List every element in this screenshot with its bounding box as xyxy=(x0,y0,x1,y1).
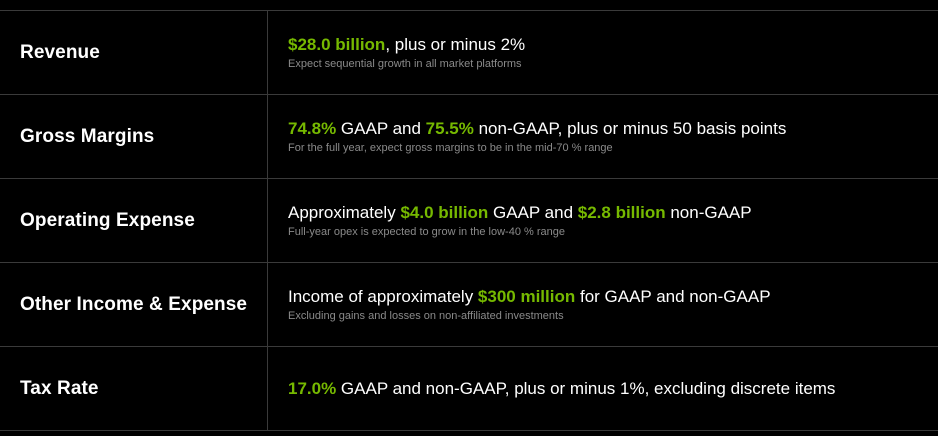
row-value: $28.0 billion, plus or minus 2% xyxy=(288,34,938,56)
table-row-other-income-expense: Other Income & Expense Income of approxi… xyxy=(0,263,938,347)
row-label: Revenue xyxy=(20,41,100,63)
row-label-cell: Revenue xyxy=(0,11,268,94)
value-text: GAAP and non-GAAP, plus or minus 1%, exc… xyxy=(336,378,836,398)
value-text: GAAP and xyxy=(488,203,578,222)
highlight-value: $2.8 billion xyxy=(577,203,666,222)
row-label-cell: Gross Margins xyxy=(0,95,268,178)
row-value: 74.8% GAAP and 75.5% non-GAAP, plus or m… xyxy=(288,118,938,140)
row-note: Full-year opex is expected to grow in th… xyxy=(288,226,565,238)
row-label-cell: Other Income & Expense xyxy=(0,263,268,346)
row-value-cell: Income of approximately $300 million for… xyxy=(268,263,938,346)
table-row-revenue: Revenue $28.0 billion, plus or minus 2% … xyxy=(0,11,938,95)
row-label: Other Income & Expense xyxy=(20,293,248,315)
outlook-table: Revenue $28.0 billion, plus or minus 2% … xyxy=(0,10,938,431)
value-text: , plus or minus 2% xyxy=(385,35,526,54)
row-value: Income of approximately $300 million for… xyxy=(288,286,938,308)
row-note: For the full year, expect gross margins … xyxy=(288,142,613,154)
value-text: Income of approximately xyxy=(288,287,478,306)
table-row-operating-expense: Operating Expense Approximately $4.0 bil… xyxy=(0,179,938,263)
highlight-value: 74.8% xyxy=(288,119,337,138)
value-text: for GAAP and non-GAAP xyxy=(575,287,771,306)
row-note: Expect sequential growth in all market p… xyxy=(288,58,522,70)
table-row-gross-margins: Gross Margins 74.8% GAAP and 75.5% non-G… xyxy=(0,95,938,179)
row-value-cell: 17.0% GAAP and non-GAAP, plus or minus 1… xyxy=(268,347,938,430)
row-label: Gross Margins xyxy=(20,125,155,147)
highlight-value: 75.5% xyxy=(425,119,474,138)
value-text: Approximately xyxy=(288,203,401,222)
value-text: GAAP and xyxy=(336,119,426,138)
row-label: Operating Expense xyxy=(20,209,195,231)
highlight-value: $300 million xyxy=(477,287,576,306)
table-row-tax-rate: Tax Rate 17.0% GAAP and non-GAAP, plus o… xyxy=(0,347,938,431)
row-value: Approximately $4.0 billion GAAP and $2.8… xyxy=(288,202,938,224)
value-text: non-GAAP xyxy=(665,203,752,222)
row-value-cell: 74.8% GAAP and 75.5% non-GAAP, plus or m… xyxy=(268,95,938,178)
highlight-value: 17.0% xyxy=(288,378,337,398)
row-value: 17.0% GAAP and non-GAAP, plus or minus 1… xyxy=(288,378,938,400)
row-value-cell: $28.0 billion, plus or minus 2% Expect s… xyxy=(268,11,938,94)
row-label-cell: Operating Expense xyxy=(0,179,268,262)
row-note: Excluding gains and losses on non-affili… xyxy=(288,310,564,322)
row-label: Tax Rate xyxy=(20,377,99,399)
highlight-value: $28.0 billion xyxy=(288,35,386,54)
highlight-value: $4.0 billion xyxy=(400,203,489,222)
value-text: non-GAAP, plus or minus 50 basis points xyxy=(473,119,787,138)
row-label-cell: Tax Rate xyxy=(0,347,268,430)
row-value-cell: Approximately $4.0 billion GAAP and $2.8… xyxy=(268,179,938,262)
